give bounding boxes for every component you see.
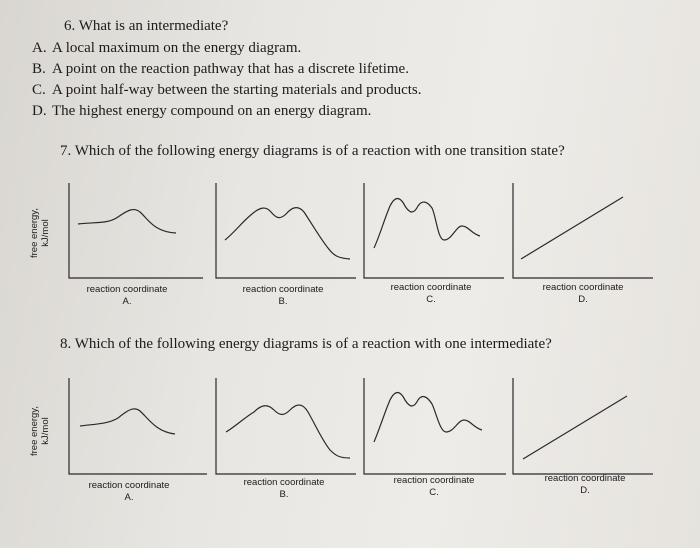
q8-diagram-a-letter: A.: [124, 492, 134, 503]
q6-option-a-letter: A.: [32, 40, 47, 56]
q8-diagram-b-letter: B.: [279, 489, 289, 500]
q7-diagram-d-xlabel: reaction coordinate D.: [513, 282, 653, 306]
q8-diagram-d-axes: [512, 378, 653, 475]
q7-diagram-b-curve: [224, 207, 351, 260]
q7-diagram-b-letter: B.: [278, 296, 288, 307]
q7-diagram-a-xlabel: reaction coordinate A.: [57, 284, 197, 308]
q8-question: 8. Which of the following energy diagram…: [60, 336, 552, 352]
q6-option-a: A. A local maximum on the energy diagram.: [32, 40, 301, 57]
q8-diagram-d-line: [522, 395, 628, 460]
q7-question: 7. Which of the following energy diagram…: [60, 143, 565, 159]
q7-diagram-a-xlabel-text: reaction coordinate: [86, 284, 168, 295]
q6-option-c-text: A point half-way between the starting ma…: [52, 82, 422, 98]
q8-diagram-d-letter: D.: [580, 485, 590, 496]
q8-diagram-a-curve: [79, 408, 176, 435]
q7-diagram-c-xlabel: reaction coordinate C.: [361, 282, 501, 306]
q6-option-d-text: The highest energy compound on an energy…: [52, 103, 372, 119]
q8-diagram-c-xlabel-text: reaction coordinate: [393, 475, 475, 486]
q8-diagram-c-curve: [373, 391, 483, 443]
q8-diagram-b-curve: [225, 404, 351, 459]
q7-diagram-c-xlabel-text: reaction coordinate: [390, 282, 472, 293]
q8-diagram-c-xlabel: reaction coordinate C.: [364, 475, 504, 499]
q7-diagram-d-line: [520, 196, 624, 260]
q6-option-d-letter: D.: [32, 103, 47, 119]
q8-diagram-b-xlabel: reaction coordinate B.: [214, 477, 354, 501]
q8-diagram-b-axes: [215, 378, 356, 475]
q6-option-b: B. A point on the reaction pathway that h…: [32, 61, 409, 78]
q7-diagram-b-axes: [215, 183, 356, 279]
q6-option-c: C. A point half-way between the starting …: [32, 82, 421, 99]
q7-diagram-d-xlabel-text: reaction coordinate: [542, 282, 624, 293]
q7-diagram-a-curve: [77, 208, 177, 234]
q8-diagram-d-xlabel: reaction coordinate D.: [515, 473, 655, 497]
q6-option-b-letter: B.: [32, 61, 46, 77]
q7-diagram-a-letter: A.: [122, 296, 132, 307]
q7-diagram-c-curve: [373, 197, 481, 249]
q8-y-axis-label-line1: free energy,: [29, 406, 40, 456]
q8-diagram-a-xlabel: reaction coordinate A.: [59, 480, 199, 504]
q6-option-d: D. The highest energy compound on an ener…: [32, 103, 371, 120]
q8-diagram-a-axes: [68, 378, 207, 475]
q8-diagram-d-xlabel-text: reaction coordinate: [544, 473, 626, 484]
q7-diagram-a-axes: [68, 183, 203, 279]
q7-diagram-c-letter: C.: [426, 294, 436, 305]
q7-diagram-b-xlabel-text: reaction coordinate: [242, 284, 324, 295]
q8-diagram-b-xlabel-text: reaction coordinate: [243, 477, 325, 488]
q6-option-a-text: A local maximum on the energy diagram.: [52, 40, 302, 56]
q8-diagram-c-letter: C.: [429, 487, 439, 498]
q8-y-axis-label: free energy, kJ/mol: [29, 401, 51, 461]
q8-diagram-a-xlabel-text: reaction coordinate: [88, 480, 170, 491]
q6-question: 6. What is an intermediate?: [64, 18, 229, 34]
q6-option-b-text: A point on the reaction pathway that has…: [52, 61, 409, 77]
q8-diagram-c-axes: [363, 378, 506, 475]
q7-diagram-c-axes: [363, 183, 504, 279]
q7-diagram-d-letter: D.: [578, 294, 588, 305]
q8-y-axis-label-line2: kJ/mol: [40, 417, 51, 445]
q7-diagram-b-xlabel: reaction coordinate B.: [213, 284, 353, 308]
q7-diagram-d-axes: [512, 183, 653, 279]
q6-option-c-letter: C.: [32, 82, 46, 98]
